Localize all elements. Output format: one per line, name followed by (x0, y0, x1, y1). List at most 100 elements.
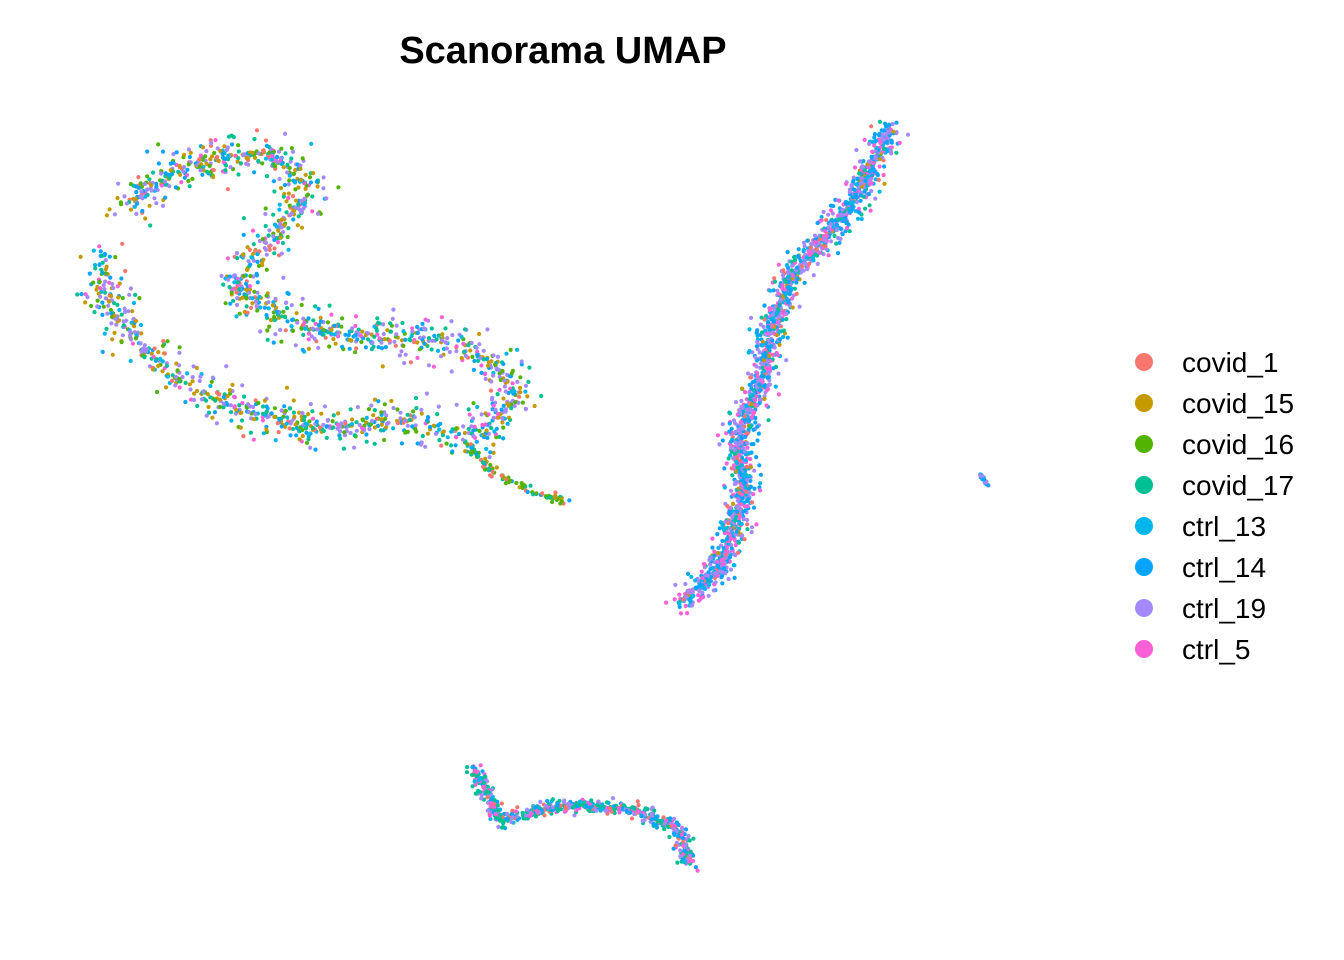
scatter-point (801, 268, 806, 273)
scatter-point (838, 226, 844, 231)
scatter-point (230, 274, 236, 279)
scatter-point (720, 438, 725, 443)
scatter-point (347, 337, 352, 343)
scatter-point (272, 251, 277, 256)
scatter-point (348, 430, 353, 436)
scatter-point (215, 146, 220, 151)
scatter-point (889, 151, 894, 156)
scatter-point (789, 268, 794, 273)
scatter-point (726, 456, 731, 461)
scatter-point (749, 386, 754, 391)
scatter-point (784, 358, 789, 363)
scatter-point (324, 435, 329, 440)
scatter-point (142, 181, 147, 187)
scatter-point (280, 230, 286, 235)
scatter-point (550, 499, 555, 505)
scatter-point (295, 320, 300, 325)
scatter-point (469, 424, 474, 429)
scatter-point (472, 779, 477, 784)
scatter-point (198, 153, 203, 158)
scatter-point (792, 257, 798, 263)
scatter-point (715, 433, 721, 438)
scatter-point (752, 410, 757, 415)
scatter-point (151, 354, 156, 359)
scatter-point (188, 150, 193, 155)
scatter-point (494, 426, 499, 431)
scatter-point (263, 156, 268, 161)
scatter-point (187, 154, 192, 160)
scatter-point (354, 420, 359, 425)
scatter-point (710, 565, 716, 571)
scatter-point (848, 201, 853, 206)
scatter-point (161, 339, 166, 344)
scatter-point (890, 122, 895, 127)
scatter-point (877, 131, 882, 136)
scatter-point (486, 467, 491, 472)
scatter-point (539, 393, 544, 399)
scatter-point (732, 448, 738, 453)
scatter-point (796, 247, 801, 252)
scatter-point (465, 442, 470, 447)
scatter-point (649, 814, 654, 819)
scatter-point (761, 324, 766, 329)
scatter-point (372, 408, 377, 413)
scatter-point (488, 450, 493, 455)
scatter-point (241, 216, 246, 221)
scatter-point (743, 485, 748, 490)
scatter-point (612, 807, 617, 812)
scatter-point (279, 424, 284, 429)
scatter-point (343, 421, 348, 426)
scatter-point (770, 312, 776, 317)
scatter-point (244, 405, 249, 410)
scatter-point (632, 806, 637, 812)
scatter-point (148, 223, 153, 228)
scatter-point (855, 216, 861, 221)
scatter-point (223, 168, 228, 173)
scatter-point (217, 392, 222, 397)
scatter-point (487, 455, 492, 460)
scatter-point (731, 418, 737, 423)
scatter-point (229, 290, 234, 295)
scatter-point (322, 404, 328, 409)
scatter-point (241, 152, 247, 157)
scatter-point (754, 364, 759, 369)
scatter-point (160, 369, 165, 374)
scatter-point (92, 310, 97, 315)
scatter-point (450, 333, 455, 338)
scatter-point (235, 280, 240, 285)
scatter-point (384, 413, 389, 418)
scatter-point (311, 426, 316, 431)
scatter-point (459, 334, 464, 339)
scatter-point (374, 416, 379, 421)
scatter-point (227, 285, 232, 290)
scatter-point (91, 280, 96, 285)
scatter-point (376, 345, 381, 350)
scatter-point (846, 222, 851, 227)
scatter-point (678, 611, 684, 616)
scatter-point (405, 412, 410, 417)
scatter-point (781, 334, 786, 340)
scatter-point (737, 470, 742, 475)
scatter-point (491, 415, 496, 420)
scatter-point (727, 555, 733, 560)
scatter-point (273, 332, 278, 337)
scatter-point (765, 344, 771, 349)
scatter-point (489, 426, 494, 431)
scatter-point (671, 831, 677, 836)
scatter-point (236, 149, 241, 154)
scatter-point (538, 799, 543, 805)
scatter-point (776, 392, 782, 397)
scatter-point (882, 128, 887, 133)
scatter-point (297, 437, 302, 442)
scatter-point (744, 407, 749, 412)
scatter-point (734, 514, 739, 519)
scatter-point (821, 209, 826, 214)
scatter-point (274, 154, 280, 160)
scatter-point (689, 574, 694, 580)
scatter-point (397, 353, 402, 358)
scatter-point (492, 429, 497, 434)
scatter-point (195, 403, 200, 409)
scatter-point (233, 407, 239, 412)
scatter-point (112, 313, 117, 319)
scatter-point (234, 290, 239, 295)
